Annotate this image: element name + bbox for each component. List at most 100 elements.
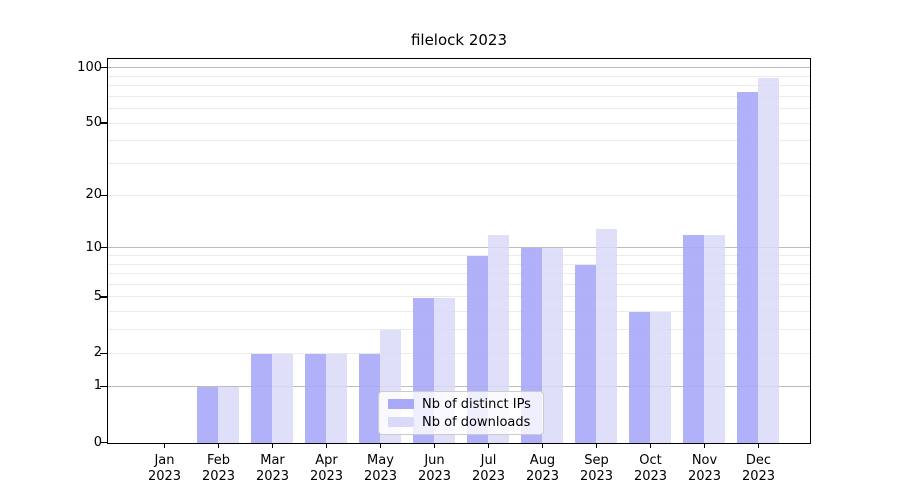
x-tick-label-feb-2023: Feb 2023 [191,453,247,485]
legend-item-distinct-ips: Nb of distinct IPs [388,397,535,412]
y-tick-mark-100 [100,66,107,69]
y-tick-label-20: 20 [85,187,102,203]
plot-area [107,58,811,444]
x-tick-label-jun-2023: Jun 2023 [407,453,463,485]
y-tick-label-5: 5 [93,288,102,304]
x-tick-label-jul-2023: Jul 2023 [461,453,517,485]
bar-nb-of-distinct-ips-nov-2023 [683,234,704,443]
y-tick-mark-1 [100,385,107,387]
x-tick-month-may: May [367,453,394,468]
legend-label-downloads: Nb of downloads [422,414,531,430]
x-tick-year-dec: 2023 [741,469,776,484]
bar-nb-of-downloads-mar-2023 [272,353,293,443]
x-tick-label-aug-2023: Aug 2023 [515,453,571,485]
bar-nb-of-downloads-sep-2023 [596,228,617,443]
minor-gridline-2 [108,352,810,354]
legend-item-downloads: Nb of downloads [388,415,535,430]
x-tick-mark-jan [163,444,166,448]
x-tick-mark-dec [757,444,760,448]
x-tick-label-jan-2023: Jan 2023 [137,453,193,485]
minor-gridline-9 [108,255,810,256]
x-tick-month-apr: Apr [315,453,338,468]
x-tick-year-apr: 2023 [309,469,344,484]
bar-nb-of-distinct-ips-dec-2023 [737,92,758,443]
bar-nb-of-downloads-aug-2023 [542,248,563,443]
x-tick-mark-may [379,444,382,448]
minor-gridline-8 [108,263,810,265]
x-tick-year-jul: 2023 [471,469,506,484]
x-tick-month-feb: Feb [206,453,231,468]
x-tick-mark-sep [595,444,598,448]
bar-nb-of-downloads-oct-2023 [650,312,671,443]
bar-nb-of-distinct-ips-may-2023 [359,353,380,443]
bar-nb-of-distinct-ips-oct-2023 [629,312,650,443]
major-gridline-1 [108,385,810,387]
minor-gridline-6 [108,283,810,285]
x-tick-label-mar-2023: Mar 2023 [245,453,301,485]
y-tick-mark-50 [100,122,107,124]
minor-gridline-40 [108,140,810,142]
x-tick-label-nov-2023: Nov 2023 [677,453,733,485]
minor-gridline-30 [108,163,810,165]
x-tick-year-sep: 2023 [579,469,614,484]
x-tick-mark-feb [217,444,220,448]
x-tick-month-oct: Oct [639,453,662,468]
y-tick-label-10: 10 [85,239,102,255]
x-tick-year-jan: 2023 [147,469,182,484]
x-tick-month-nov: Nov [691,453,718,468]
y-tick-label-2: 2 [93,345,102,361]
bar-nb-of-distinct-ips-feb-2023 [197,386,218,443]
y-tick-mark-5 [100,296,107,298]
x-tick-year-nov: 2023 [687,469,722,484]
x-tick-year-mar: 2023 [255,469,290,484]
y-tick-mark-10 [100,247,107,249]
chart-title: filelock 2023 [410,31,508,49]
y-tick-label-50: 50 [85,115,102,131]
x-tick-year-aug: 2023 [525,469,560,484]
x-tick-mark-jul [487,444,490,448]
minor-gridline-4 [108,311,810,313]
minor-gridline-3 [108,329,810,331]
legend: Nb of distinct IPs Nb of downloads [378,391,544,435]
minor-gridline-5 [108,296,810,298]
x-tick-month-jan: Jan [154,453,175,468]
minor-gridline-50 [108,122,810,124]
x-tick-label-oct-2023: Oct 2023 [623,453,679,485]
minor-gridline-20 [108,194,810,196]
bar-nb-of-downloads-dec-2023 [758,78,779,443]
x-tick-month-jun: Jun [424,453,445,468]
x-tick-label-sep-2023: Sep 2023 [569,453,625,485]
x-tick-month-aug: Aug [529,453,556,468]
legend-swatch-downloads [388,417,414,427]
bar-nb-of-downloads-nov-2023 [704,234,725,443]
x-tick-month-sep: Sep [584,453,609,468]
legend-swatch-distinct-ips [388,399,414,409]
major-gridline-100 [108,67,810,69]
x-tick-year-jun: 2023 [417,469,452,484]
x-tick-label-dec-2023: Dec 2023 [731,453,787,485]
x-tick-mark-nov [703,444,706,448]
x-tick-month-dec: Dec [745,453,772,468]
x-tick-mark-aug [541,444,544,448]
major-gridline-10 [108,247,810,249]
x-tick-mark-jun [433,444,436,448]
minor-gridline-70 [108,95,810,97]
y-tick-label-0: 0 [93,434,102,450]
x-tick-year-oct: 2023 [633,469,668,484]
x-tick-year-feb: 2023 [201,469,236,484]
minor-gridline-60 [108,108,810,110]
x-tick-mark-mar [271,444,274,448]
bar-nb-of-distinct-ips-mar-2023 [251,353,272,443]
bar-nb-of-distinct-ips-sep-2023 [575,264,596,443]
bar-nb-of-distinct-ips-apr-2023 [305,353,326,443]
bar-nb-of-downloads-apr-2023 [326,353,347,443]
legend-label-distinct-ips: Nb of distinct IPs [422,396,531,412]
x-tick-year-may: 2023 [363,469,398,484]
y-tick-mark-2 [100,352,107,354]
y-tick-mark-0 [100,441,107,444]
x-tick-mark-oct [649,444,652,448]
minor-gridline-7 [108,273,810,275]
x-tick-label-apr-2023: Apr 2023 [299,453,355,485]
x-tick-month-jul: Jul [480,453,497,468]
